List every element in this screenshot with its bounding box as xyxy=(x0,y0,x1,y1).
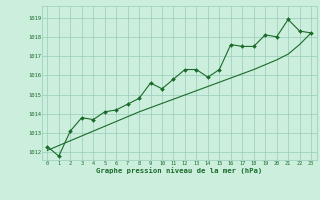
X-axis label: Graphe pression niveau de la mer (hPa): Graphe pression niveau de la mer (hPa) xyxy=(96,167,262,174)
